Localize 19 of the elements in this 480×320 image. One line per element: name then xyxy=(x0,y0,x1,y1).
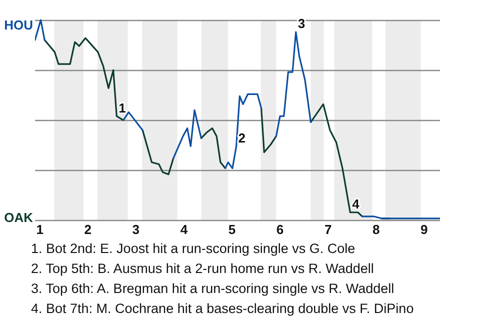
text: 2. Top 5th: B. Ausmus hit a 2-run home run vs R. Waddell xyxy=(31,260,375,278)
x-tick-label: 8 xyxy=(372,222,380,237)
x-tick-label: 9 xyxy=(420,222,428,237)
x-tick-label: 3 xyxy=(132,222,140,237)
annotation: 3 xyxy=(298,16,306,32)
text: 3. Top 6th: A. Bregman hit a run-scoring single vs R. Waddell xyxy=(31,280,396,298)
x-tick-label: 4 xyxy=(180,222,188,237)
text: 4. Bot 7th: M. Cochrane hit a bases-clearing double vs F. DiPino xyxy=(31,300,414,318)
text: OAK xyxy=(4,210,34,225)
x-tick-label: 7 xyxy=(324,222,332,237)
text: 1. Bot 2nd: E. Joost hit a run-scoring single vs G. Cole xyxy=(31,240,356,258)
annotation: 1 xyxy=(118,100,126,116)
annotation: 2 xyxy=(238,130,246,146)
x-tick-label: 1 xyxy=(36,222,44,237)
text: HOU xyxy=(4,18,33,33)
x-tick-label: 6 xyxy=(276,222,284,237)
annotation: 4 xyxy=(352,196,360,212)
x-tick-label: 5 xyxy=(228,222,236,237)
x-tick-label: 2 xyxy=(84,222,92,237)
